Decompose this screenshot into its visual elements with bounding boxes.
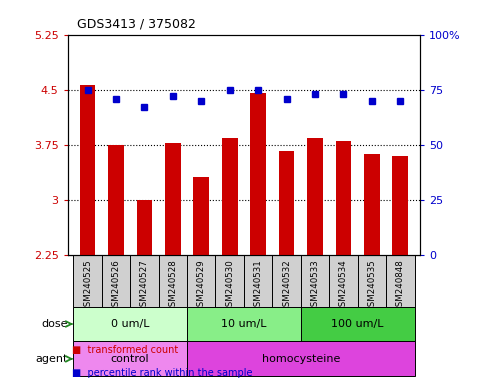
- Bar: [336, 141, 351, 384]
- Bar: [386, 255, 414, 306]
- Text: GSM240525: GSM240525: [83, 260, 92, 312]
- Bar: [272, 255, 301, 306]
- Text: GSM240530: GSM240530: [225, 260, 234, 312]
- Bar: [364, 154, 380, 384]
- Bar: [130, 255, 158, 306]
- Text: 100 um/L: 100 um/L: [331, 319, 384, 329]
- Bar: [301, 306, 414, 341]
- Text: GSM240535: GSM240535: [368, 260, 376, 312]
- Text: GSM240531: GSM240531: [254, 260, 263, 312]
- Bar: [137, 200, 152, 384]
- Bar: [194, 177, 209, 384]
- Bar: [301, 255, 329, 306]
- Text: GSM240532: GSM240532: [282, 260, 291, 312]
- Text: control: control: [111, 354, 150, 364]
- Text: agent: agent: [35, 354, 68, 364]
- Bar: [279, 151, 294, 384]
- Text: GSM240527: GSM240527: [140, 260, 149, 312]
- Text: GSM240534: GSM240534: [339, 260, 348, 312]
- Bar: [244, 255, 272, 306]
- Bar: [73, 255, 102, 306]
- Bar: [80, 84, 95, 384]
- Bar: [187, 255, 215, 306]
- Bar: [250, 93, 266, 384]
- Text: 0 um/L: 0 um/L: [111, 319, 149, 329]
- Bar: [165, 143, 181, 384]
- Text: GSM240848: GSM240848: [396, 260, 405, 312]
- Bar: [222, 137, 238, 384]
- Bar: [393, 156, 408, 384]
- Text: GDS3413 / 375082: GDS3413 / 375082: [77, 18, 196, 31]
- Bar: [307, 137, 323, 384]
- Bar: [102, 255, 130, 306]
- Bar: [73, 341, 187, 376]
- Text: ■  transformed count: ■ transformed count: [72, 345, 179, 355]
- Bar: [73, 306, 187, 341]
- Text: ■  percentile rank within the sample: ■ percentile rank within the sample: [72, 368, 253, 378]
- Bar: [187, 341, 414, 376]
- Text: GSM240528: GSM240528: [169, 260, 177, 312]
- Text: dose: dose: [41, 319, 68, 329]
- Bar: [158, 255, 187, 306]
- Bar: [357, 255, 386, 306]
- Bar: [108, 145, 124, 384]
- Bar: [215, 255, 244, 306]
- Text: GSM240526: GSM240526: [112, 260, 120, 312]
- Text: GSM240529: GSM240529: [197, 260, 206, 312]
- Text: 10 um/L: 10 um/L: [221, 319, 267, 329]
- Bar: [187, 306, 301, 341]
- Bar: [329, 255, 357, 306]
- Text: GSM240533: GSM240533: [311, 260, 319, 312]
- Text: homocysteine: homocysteine: [262, 354, 340, 364]
